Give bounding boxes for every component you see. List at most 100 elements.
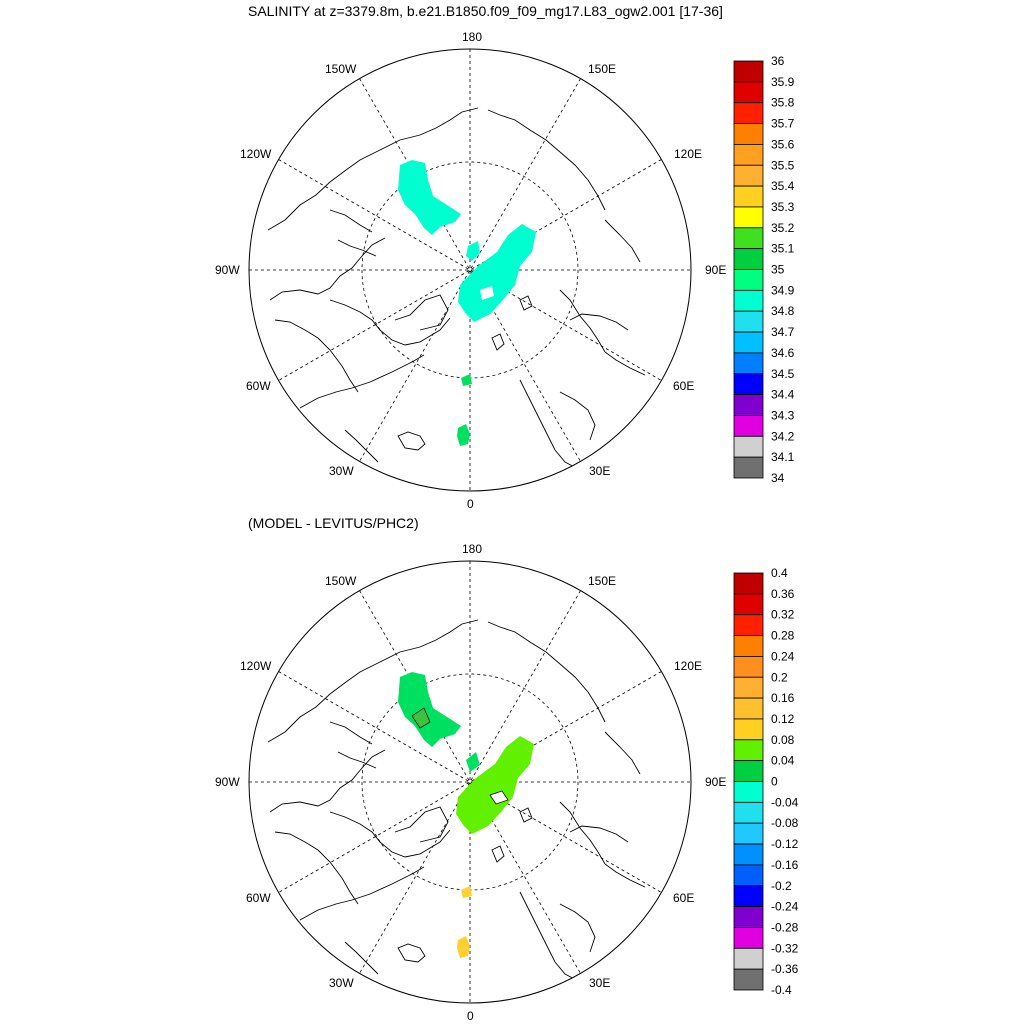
- colorbar-tick-label: 35.5: [771, 158, 795, 172]
- colorbar-swatch: [733, 614, 764, 636]
- map-boundary: [248, 560, 692, 1004]
- colorbar-swatch: [733, 822, 764, 845]
- salinity-cyan-regions: [398, 160, 536, 322]
- colorbar-swatch: [733, 373, 764, 396]
- colorbar-tick-label: 35: [771, 263, 785, 277]
- colorbar-swatch: [733, 81, 764, 104]
- lon-label-150e: 150E: [588, 62, 616, 76]
- colorbar-swatch: [733, 123, 764, 145]
- lon-label-60e: 60E: [673, 891, 694, 905]
- graticule: [249, 561, 691, 1003]
- colorbar-tick-label: 0.24: [771, 649, 795, 663]
- lon-label-90e: 90E: [705, 775, 726, 789]
- colorbar-tick-label: 0.32: [771, 608, 795, 622]
- lon-label-180: 180: [462, 542, 482, 556]
- lon-label-60e: 60E: [673, 379, 694, 393]
- colorbar-tick-label: -0.28: [771, 920, 799, 934]
- lon-label-30e: 30E: [589, 464, 610, 478]
- colorbar-tick-label: -0.24: [771, 900, 799, 914]
- colorbar-swatch: [733, 352, 764, 375]
- colorbar-tick-label: 35.6: [771, 137, 795, 151]
- colorbar-tick-label: 34.2: [771, 429, 795, 443]
- colorbar-swatch: [733, 593, 764, 616]
- lon-label-30e: 30E: [589, 976, 610, 990]
- colorbar-tick-label: 34.5: [771, 367, 795, 381]
- colorbar-swatch: [733, 718, 764, 741]
- colorbar-swatch: [733, 185, 764, 208]
- colorbar-swatch: [733, 572, 764, 595]
- lon-label-120e: 120E: [674, 147, 702, 161]
- colorbar-tick-label: -0.16: [771, 858, 799, 872]
- colorbar-swatch: [733, 968, 764, 991]
- top-polar-map: 180 0 90W 90E 150W 120W 150E 120E 60W 30…: [215, 30, 726, 511]
- colorbar-tick-label: 34: [771, 471, 785, 485]
- colorbar-swatch: [733, 801, 764, 824]
- bottom-polar-map: 180 0 90W 90E 150W 120W 150E 120E 60W 30…: [215, 542, 726, 1023]
- colorbar-swatch: [733, 60, 764, 83]
- colorbar-tick-label: 0.4: [771, 566, 788, 580]
- lon-label-120w: 120W: [240, 659, 272, 673]
- coastlines: [267, 619, 646, 983]
- top-map-title: SALINITY at z=3379.8m, b.e21.B1850.f09_f…: [248, 3, 723, 19]
- colorbar-swatch: [733, 635, 764, 657]
- lon-label-30w: 30W: [329, 464, 354, 478]
- coastlines: [267, 107, 646, 471]
- bottom-map-title: (MODEL - LEVITUS/PHC2): [248, 515, 419, 531]
- colorbar-tick-label: 35.8: [771, 96, 795, 110]
- colorbar-tick-label: 34.8: [771, 304, 795, 318]
- colorbar-swatch: [733, 415, 764, 437]
- colorbar-tick-label: 35.4: [771, 179, 795, 193]
- difference-yellow-regions: [457, 886, 472, 958]
- salinity-green-regions: [457, 374, 472, 446]
- colorbar-tick-label: 0.36: [771, 587, 795, 601]
- colorbar-swatch: [733, 143, 764, 166]
- lon-label-60w: 60W: [246, 379, 271, 393]
- difference-green-regions: [398, 672, 480, 772]
- colorbar-tick-label: 0: [771, 775, 778, 789]
- colorbar-tick-label: 0.16: [771, 691, 795, 705]
- colorbar-tick-label: 0.2: [771, 670, 788, 684]
- colorbar-swatch: [733, 781, 764, 803]
- map-boundary: [248, 48, 692, 492]
- difference-lime-regions: [456, 736, 534, 834]
- lon-label-90w: 90W: [215, 775, 240, 789]
- colorbar-tick-label: 35.2: [771, 221, 795, 235]
- colorbar-swatch: [733, 269, 764, 291]
- colorbar-tick-label: -0.12: [771, 837, 799, 851]
- lon-label-120w: 120W: [240, 147, 272, 161]
- colorbar-tick-label: 34.6: [771, 346, 795, 360]
- colorbar-swatch: [733, 676, 764, 699]
- lon-label-0: 0: [467, 497, 474, 511]
- colorbar-swatch: [733, 206, 764, 229]
- difference-colorbar: 0.4 0.36 0.32 0.28 0.24 0.2 0.16 0.12 0.08 0.04 0 -…: [733, 566, 799, 997]
- colorbar-tick-label: 34.9: [771, 283, 795, 297]
- colorbar-swatch: [733, 760, 764, 782]
- colorbar-swatch: [733, 864, 764, 887]
- colorbar-tick-label: 35.7: [771, 117, 795, 131]
- colorbar-swatch: [733, 843, 764, 866]
- colorbar-tick-label: -0.32: [771, 941, 799, 955]
- colorbar-swatch: [733, 947, 764, 970]
- colorbar-tick-label: 35.3: [771, 200, 795, 214]
- colorbar-tick-label: 0.12: [771, 712, 795, 726]
- colorbar-tick-label: 0.08: [771, 733, 795, 747]
- colorbar-tick-label: 34.4: [771, 388, 795, 402]
- colorbar-swatch: [733, 697, 764, 720]
- lon-label-150e: 150E: [588, 574, 616, 588]
- lon-label-150w: 150W: [325, 62, 357, 76]
- colorbar-tick-label: -0.04: [771, 795, 799, 809]
- colorbar-tick-label: -0.2: [771, 879, 792, 893]
- lon-label-180: 180: [462, 30, 482, 44]
- lon-label-150w: 150W: [325, 574, 357, 588]
- colorbar-swatch: [733, 227, 764, 250]
- salinity-colorbar: 36 35.9 35.8 35.7 35.6 35.5 35.4 35.3 35.2 35.1 35…: [733, 54, 795, 485]
- colorbar-tick-label: -0.4: [771, 983, 792, 997]
- colorbar-tick-label: 34.3: [771, 408, 795, 422]
- colorbar-swatch: [733, 289, 764, 312]
- colorbar-swatch: [733, 885, 764, 908]
- colorbar-swatch: [733, 456, 764, 479]
- colorbar-swatch: [733, 164, 764, 187]
- colorbar-swatch: [733, 102, 764, 124]
- lon-label-0: 0: [467, 1009, 474, 1023]
